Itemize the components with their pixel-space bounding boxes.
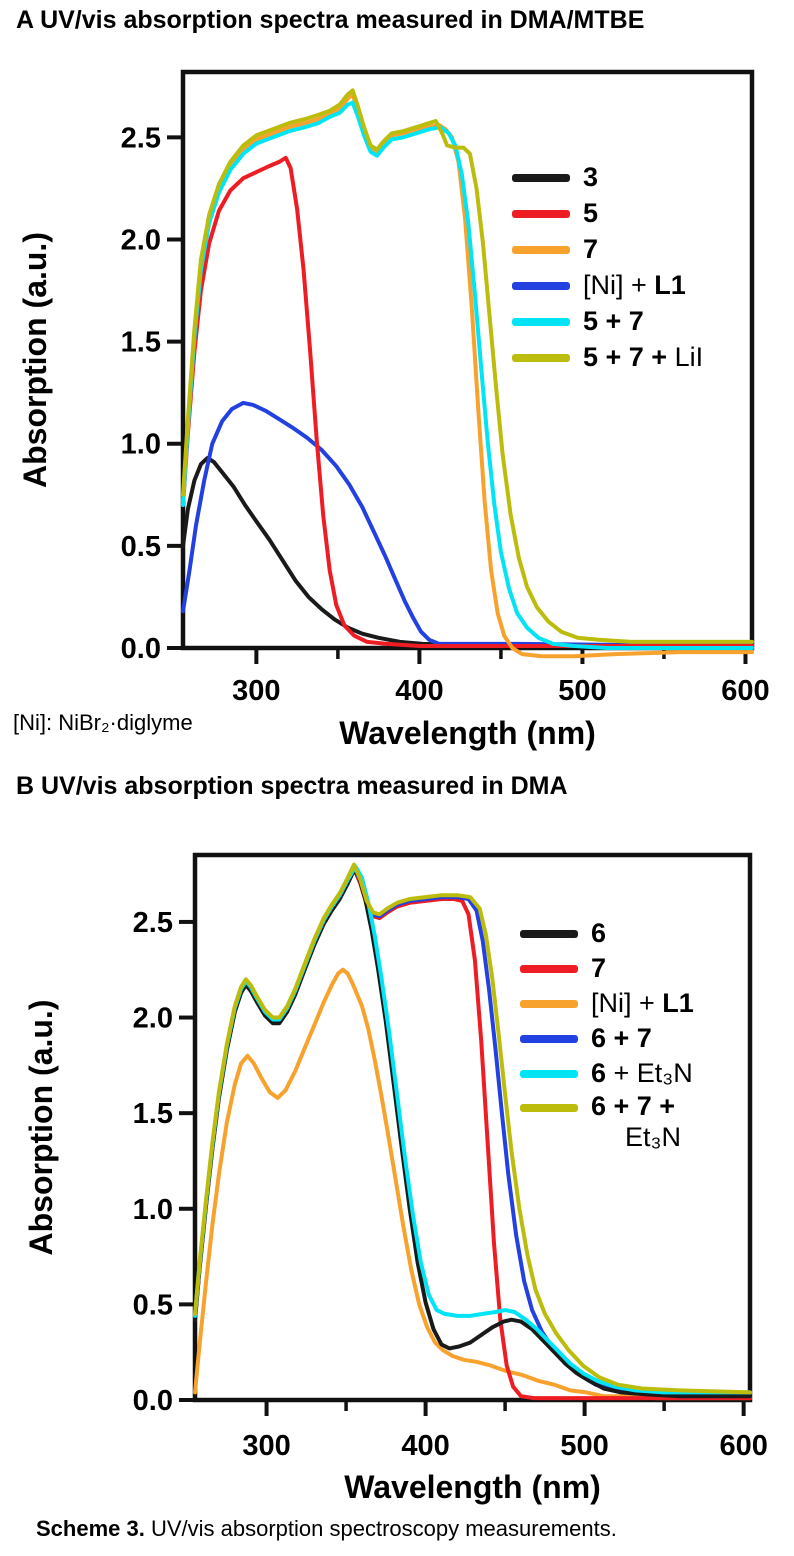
- ni-abbreviation-note: [Ni]: NiBr₂·diglyme: [13, 710, 193, 735]
- legend-item-6-7: 6 + 7: [520, 1021, 694, 1056]
- x-tick-label: 500: [560, 1430, 608, 1462]
- legend-label: 6 + 7: [591, 1022, 652, 1053]
- legend-swatch: [512, 174, 570, 182]
- legend-swatch: [520, 1034, 578, 1043]
- y-tick-label: 1.0: [121, 429, 161, 461]
- panel-a-legend: 3 5 7 [Ni] + L1 5 + 7 5 + 7 + LiI: [512, 160, 703, 376]
- caption-text: UV/vis absorption spectroscopy measureme…: [144, 1516, 617, 1541]
- y-axis-title: Absorption (a.u.): [23, 1000, 59, 1256]
- legend-swatch: [520, 1069, 578, 1078]
- y-tick-label: 0.5: [121, 531, 161, 563]
- y-tick-label: 2.5: [133, 907, 173, 939]
- legend-item-5: 5: [512, 196, 703, 232]
- legend-label: 6 + 7 + Et₃N: [591, 1091, 682, 1153]
- legend-item-7: 7: [520, 951, 694, 986]
- y-tick-label: 1.0: [133, 1194, 173, 1226]
- y-tick-label: 2.0: [133, 1003, 173, 1035]
- y-tick-label: 2.5: [121, 122, 161, 154]
- legend-label: 5 + 7: [583, 306, 644, 337]
- legend-swatch: [512, 318, 570, 326]
- legend-item-6: 6: [520, 916, 694, 951]
- legend-item-ni-l1: [Ni] + L1: [520, 986, 694, 1021]
- caption-label: Scheme 3.: [36, 1516, 145, 1541]
- x-axis-title: Wavelength (nm): [339, 715, 596, 751]
- x-tick-label: 500: [558, 675, 606, 707]
- legend-item-5-7: 5 + 7: [512, 304, 703, 340]
- panel-b-chart: 300 400 500 600 0.0 0.5 1.0 1.5 2.0 2.5 Wavelength…: [23, 852, 768, 1505]
- x-tick-label: 600: [719, 1430, 767, 1462]
- legend-swatch: [512, 354, 570, 362]
- legend-label: 6 + Et₃N: [591, 1057, 693, 1088]
- legend-swatch: [512, 210, 570, 218]
- legend-label: 5 + 7 + LiI: [583, 342, 704, 373]
- x-tick-label: 300: [232, 675, 280, 707]
- x-tick-label: 300: [242, 1430, 290, 1462]
- y-tick-label: 2.0: [121, 224, 161, 256]
- series-line-ni-l1: [181, 400, 754, 647]
- series-line-5: [181, 155, 754, 648]
- legend-label: 5: [583, 198, 599, 229]
- panel-b-title: B UV/vis absorption spectra measured in …: [16, 772, 568, 800]
- legend-swatch: [512, 246, 570, 254]
- panel-a: 300 400 500 600 0.0 0.5 1.0 1.5 2.0 2.5 Wavelength…: [0, 0, 794, 760]
- x-tick-label: 400: [401, 1430, 449, 1462]
- y-tick-label: 0.0: [121, 633, 161, 665]
- scheme-caption: Scheme 3. UV/vis absorption spectroscopy…: [36, 1516, 617, 1542]
- panel-b: 300 400 500 600 0.0 0.5 1.0 1.5 2.0 2.5 Wavelength…: [0, 760, 794, 1518]
- series-line-5-7-lii: [181, 88, 754, 644]
- y-tick-label: 1.5: [133, 1098, 173, 1130]
- series-line-5-7: [181, 100, 754, 650]
- y-axis-title: Absorption (a.u.): [17, 232, 53, 488]
- legend-swatch: [520, 1104, 578, 1112]
- y-tick-label: 1.5: [121, 327, 161, 359]
- legend-swatch: [512, 282, 570, 290]
- legend-label: [Ni] + L1: [591, 987, 694, 1018]
- plot-frame: [192, 852, 753, 1403]
- legend-label: [Ni] + L1: [583, 270, 686, 301]
- x-tick-label: 600: [721, 675, 769, 707]
- series-line-3: [181, 456, 754, 648]
- y-tick-label: 0.0: [133, 1385, 173, 1417]
- panel-a-title: A UV/vis absorption spectra measured in …: [16, 6, 645, 34]
- legend-item-ni-l1: [Ni] + L1: [512, 268, 703, 304]
- legend-swatch: [520, 964, 578, 973]
- legend-label: 6: [591, 917, 607, 948]
- legend-item-6-7-et3n: 6 + 7 + Et₃N: [520, 1091, 694, 1153]
- x-tick-label: 400: [395, 675, 443, 707]
- legend-item-7: 7: [512, 232, 703, 268]
- legend-label: 3: [583, 162, 599, 193]
- y-tick-label: 0.5: [133, 1289, 173, 1321]
- panel-b-legend: 6 7 [Ni] + L1 6 + 7 6 + Et₃N 6 + 7 + Et₃N: [520, 916, 694, 1153]
- series-line-6-7-et3n: [193, 862, 752, 1395]
- legend-label: 7: [583, 234, 599, 265]
- legend-label: 7: [591, 952, 607, 983]
- legend-swatch: [520, 929, 578, 938]
- x-axis-title: Wavelength (nm): [344, 1469, 601, 1505]
- legend-swatch: [520, 999, 578, 1008]
- legend-item-6-et3n: 6 + Et₃N: [520, 1056, 694, 1091]
- legend-item-3: 3: [512, 160, 703, 196]
- panel-a-chart: 300 400 500 600 0.0 0.5 1.0 1.5 2.0 2.5 Wavelength…: [17, 69, 770, 751]
- legend-item-5-7-lii: 5 + 7 + LiI: [512, 340, 703, 376]
- series-line-ni-l1: [193, 967, 752, 1401]
